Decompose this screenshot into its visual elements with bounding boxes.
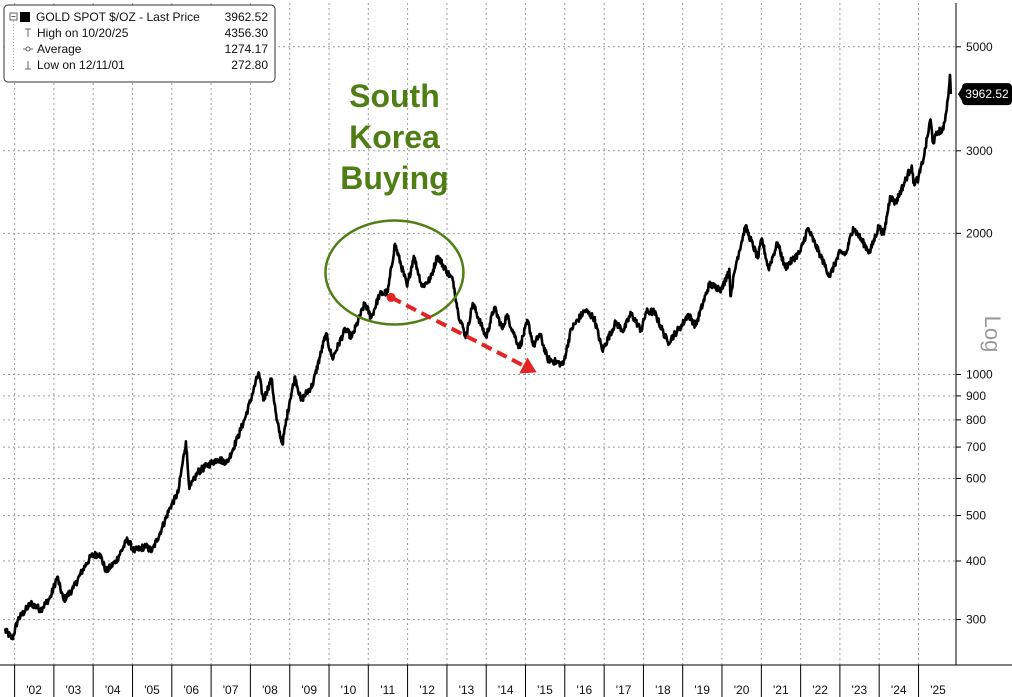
legend-row-value: 1274.17 (225, 42, 269, 56)
x-tick-label: '20 (734, 683, 750, 697)
x-tick-label: '04 (105, 683, 121, 697)
x-tick-label: '12 (419, 683, 435, 697)
last-value-text: 3962.52 (965, 87, 1009, 101)
x-tick-label: '13 (459, 683, 475, 697)
y-axis-ticks: 5000 3000 2000 1000 900 800 700 600 500 400 300 (956, 40, 993, 627)
y-tick-label: 900 (966, 389, 986, 403)
y-tick-label: 5000 (966, 40, 993, 54)
legend-title: GOLD SPOT $/OZ - Last Price (36, 10, 200, 24)
annotation-arrow-shaft (390, 295, 525, 368)
x-tick-label: '08 (262, 683, 278, 697)
series-layer (3, 73, 953, 641)
legend-row-value: 4356.30 (225, 26, 269, 40)
scale-label: Log (980, 316, 1005, 353)
grid-lines (3, 3, 956, 665)
x-tick-label: '02 (26, 683, 42, 697)
gold-price-line (3, 73, 953, 641)
legend-row-label: Low on 12/11/01 (37, 58, 125, 72)
x-tick-label: '03 (66, 683, 82, 697)
x-tick-label: '22 (812, 683, 828, 697)
x-tick-label: '10 (341, 683, 357, 697)
y-tick-label: 1000 (966, 367, 993, 381)
x-axis-ticks: '02 '03 '04 '05 '06 '07 '08 '09 '10 '11 '12 '13 '14 '… (14, 665, 946, 697)
x-tick-label: '21 (773, 683, 789, 697)
annotation-text-line: Buying (340, 160, 448, 196)
y-tick-label: 800 (966, 413, 986, 427)
annotation-layer: South Korea Buying (324, 78, 537, 374)
x-tick-label: '11 (380, 683, 395, 697)
x-tick-label: '15 (537, 683, 553, 697)
x-tick-label: '17 (616, 683, 632, 697)
y-tick-label: 600 (966, 471, 986, 485)
annotation-text-line: Korea (349, 119, 440, 155)
axes (0, 3, 1012, 666)
legend-row-label: Average (37, 42, 82, 56)
annotation-text-line: South (349, 78, 440, 114)
last-value-badge (962, 83, 1012, 106)
y-tick-label: 700 (966, 440, 986, 454)
y-tick-label: 300 (966, 613, 986, 627)
x-tick-label: '24 (891, 683, 907, 697)
x-tick-label: '25 (930, 683, 946, 697)
last-value-label: 3962.52 (958, 83, 1012, 106)
legend-title-value: 3962.52 (225, 10, 269, 24)
annotation-ellipse (324, 219, 465, 326)
x-tick-label: '06 (183, 683, 199, 697)
legend-row-value: 272.80 (231, 58, 268, 72)
x-tick-label: '14 (498, 683, 514, 697)
legend: GOLD SPOT $/OZ - Last Price 3962.52 High o… (3, 4, 276, 83)
series-swatch-icon (20, 12, 30, 22)
x-tick-label: '05 (144, 683, 160, 697)
y-tick-label: 400 (966, 554, 986, 568)
annotation-arrow-head (519, 357, 537, 374)
legend-box (3, 4, 276, 83)
x-tick-label: '16 (577, 683, 593, 697)
y-tick-label: 500 (966, 509, 986, 523)
x-tick-label: '07 (223, 683, 239, 697)
y-tick-label: 2000 (966, 226, 993, 240)
x-tick-label: '09 (301, 683, 317, 697)
legend-row-label: High on 10/20/25 (37, 26, 129, 40)
x-tick-label: '23 (852, 683, 868, 697)
x-tick-label: '18 (655, 683, 671, 697)
x-tick-label: '19 (694, 683, 710, 697)
y-tick-label: 3000 (966, 144, 993, 158)
